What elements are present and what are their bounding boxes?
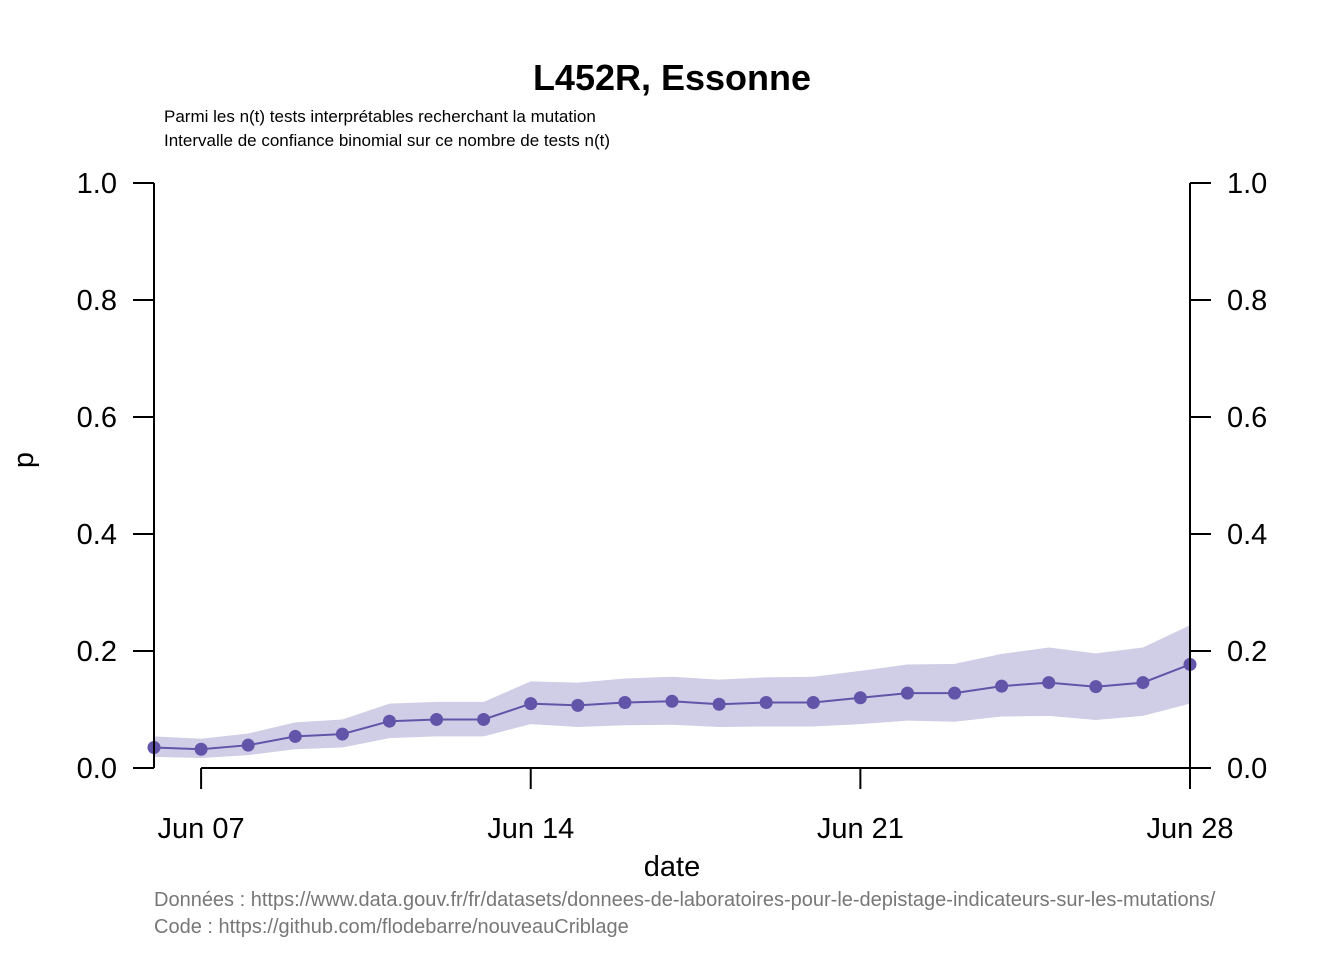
data-point bbox=[382, 714, 396, 728]
confidence-band-layer bbox=[154, 625, 1190, 759]
data-point bbox=[665, 694, 679, 708]
caption-data-source: Données : https://www.data.gouv.fr/fr/da… bbox=[154, 889, 1216, 911]
confidence-band bbox=[154, 625, 1190, 759]
y-tick-label-right: 0.4 bbox=[1227, 519, 1267, 551]
chart-subtitle-line-1: Parmi les n(t) tests interprétables rech… bbox=[164, 107, 596, 126]
y-tick-label-right: 0.8 bbox=[1227, 285, 1267, 317]
data-point bbox=[806, 695, 820, 709]
axes-layer: 0.0 0.0 0.2 0.2 0.4 0.4 0.6 0.6 0.8 0.8 1.0 1.0 Jun … bbox=[77, 168, 1268, 845]
y-tick-label-left: 0.6 bbox=[77, 402, 117, 434]
data-point bbox=[995, 679, 1009, 693]
data-point bbox=[194, 742, 208, 756]
data-point bbox=[948, 686, 962, 700]
y-tick-label-left: 1.0 bbox=[77, 168, 117, 200]
data-point bbox=[335, 727, 349, 741]
y-tick-label-right: 0.0 bbox=[1227, 753, 1267, 785]
y-tick-label-left: 0.8 bbox=[77, 285, 117, 317]
data-point bbox=[430, 712, 444, 726]
data-point bbox=[900, 686, 914, 700]
x-tick-label: Jun 14 bbox=[487, 813, 574, 845]
data-point bbox=[524, 697, 538, 711]
data-point bbox=[853, 691, 867, 705]
data-point bbox=[1136, 676, 1150, 690]
data-point bbox=[1089, 680, 1103, 694]
y-tick-label-right: 0.2 bbox=[1227, 636, 1267, 668]
x-tick-label: Jun 21 bbox=[817, 813, 904, 845]
x-tick-label: Jun 07 bbox=[158, 813, 245, 845]
data-point bbox=[288, 729, 302, 743]
y-tick-label-right: 0.6 bbox=[1227, 402, 1267, 434]
data-point bbox=[241, 738, 255, 752]
x-axis-label: date bbox=[644, 851, 700, 883]
caption-code-source: Code : https://github.com/flodebarre/nou… bbox=[154, 916, 629, 938]
y-tick-label-left: 0.4 bbox=[77, 519, 117, 551]
y-tick-label-left: 0.0 bbox=[77, 753, 117, 785]
data-point bbox=[618, 695, 632, 709]
chart-subtitle-line-2: Intervalle de confiance binomial sur ce … bbox=[164, 131, 610, 150]
data-point bbox=[1042, 676, 1056, 690]
x-tick-label: Jun 28 bbox=[1146, 813, 1233, 845]
y-tick-label-right: 1.0 bbox=[1227, 168, 1267, 200]
data-point bbox=[571, 698, 585, 712]
data-point bbox=[477, 712, 491, 726]
chart-title: L452R, Essonne bbox=[533, 57, 811, 98]
data-point bbox=[759, 695, 773, 709]
y-tick-label-left: 0.2 bbox=[77, 636, 117, 668]
y-axis-label: p bbox=[8, 452, 40, 468]
data-point bbox=[712, 697, 726, 711]
